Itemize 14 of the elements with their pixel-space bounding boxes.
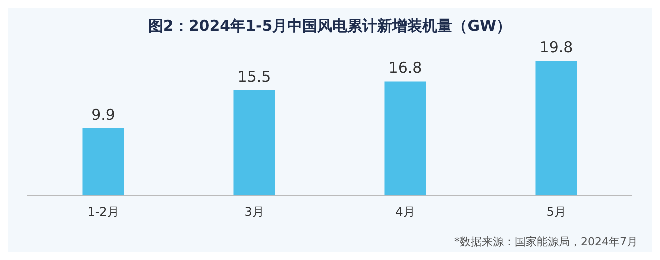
bar	[384, 82, 426, 196]
data-label: 15.5	[238, 68, 272, 86]
data-label: 9.9	[92, 106, 116, 124]
bar	[536, 61, 578, 196]
chart-title: 图2：2024年1-5月中国风电累计新增装机量（GW）	[148, 16, 512, 35]
x-tick-label: 4月	[396, 204, 416, 219]
x-tick-label: 5月	[546, 204, 566, 219]
data-label: 19.8	[540, 38, 574, 57]
bar	[82, 128, 124, 196]
bar	[234, 90, 276, 196]
data-label: 16.8	[388, 59, 422, 78]
x-tick-label: 3月	[244, 204, 264, 219]
x-tick-label: 1-2月	[88, 204, 120, 219]
text: *数据来源：国家能源局，2024年7月	[454, 235, 638, 248]
